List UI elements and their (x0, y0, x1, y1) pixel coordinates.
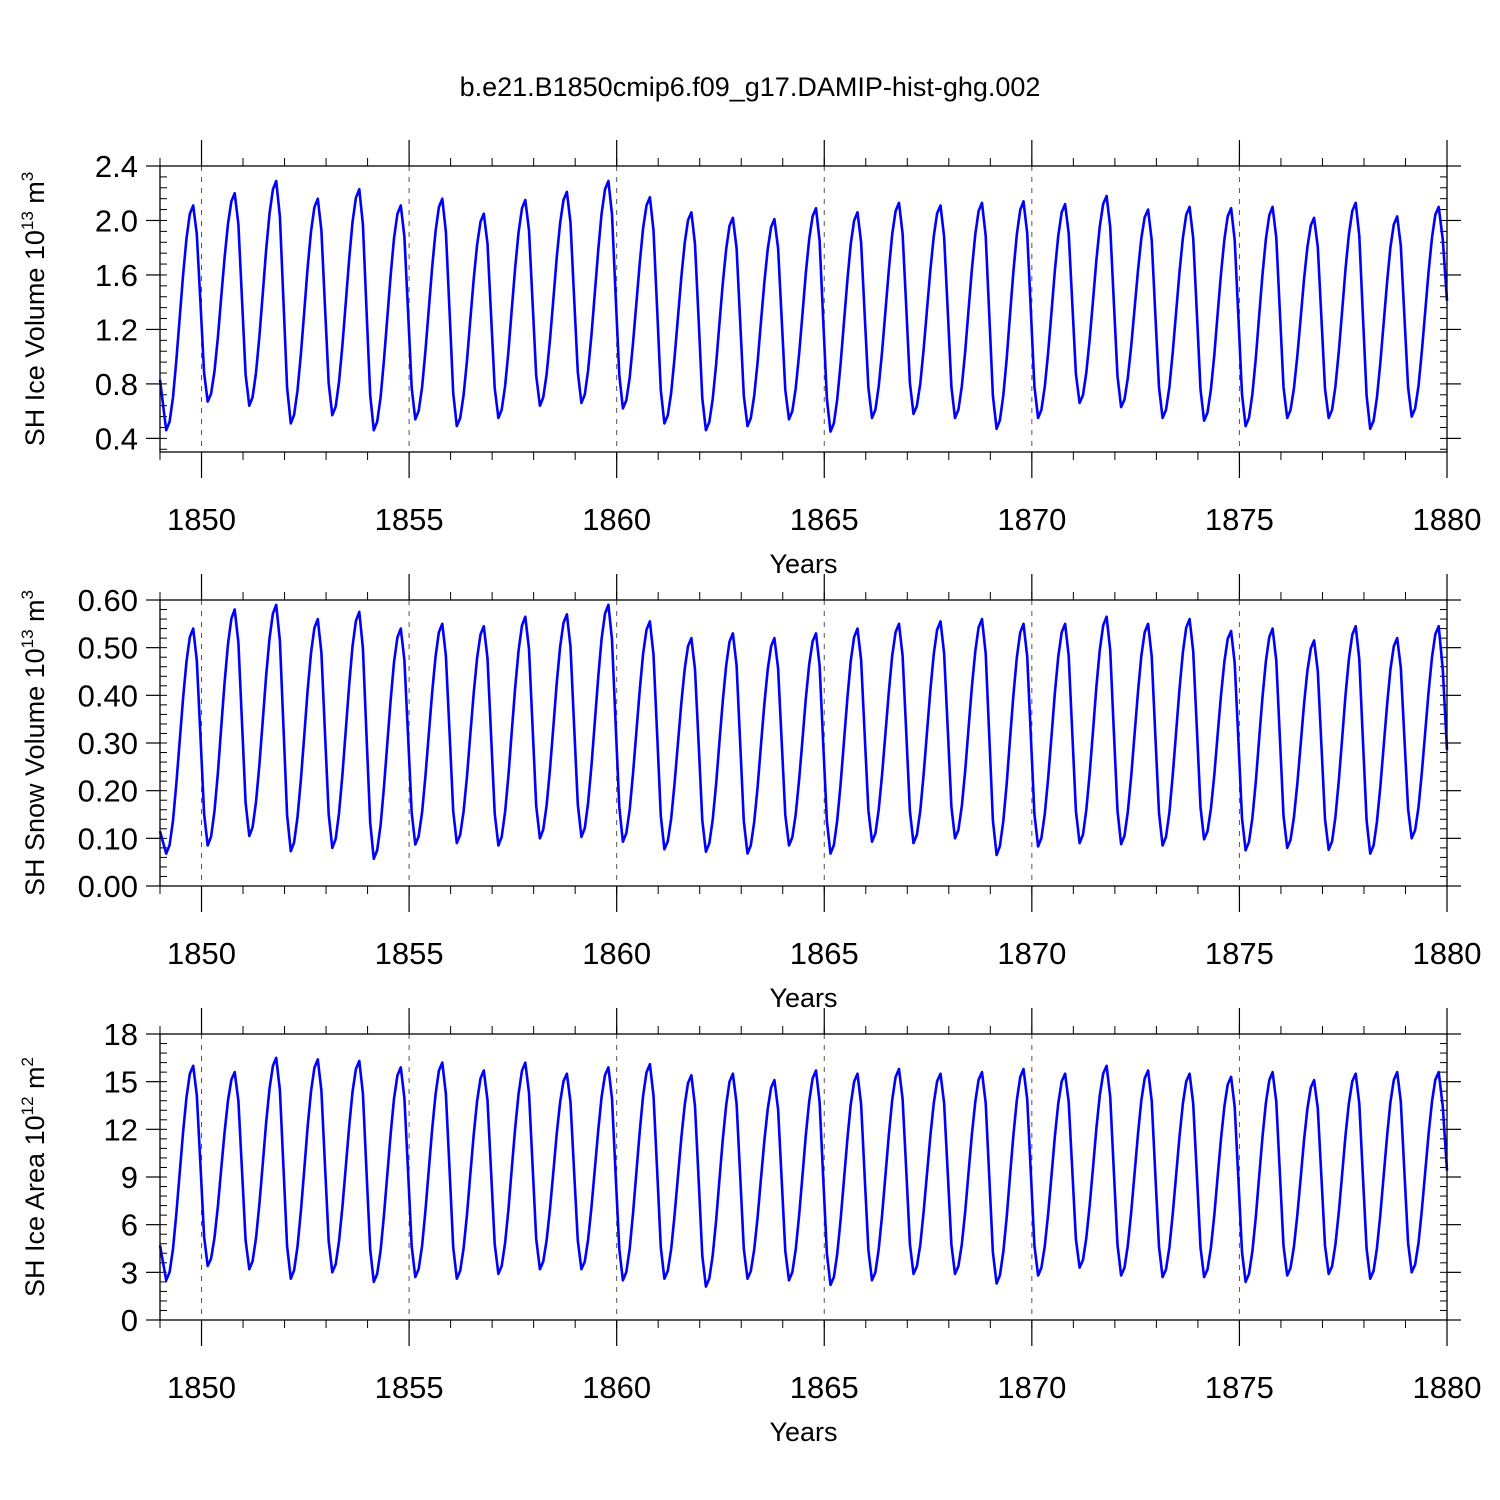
x-tick-label: 1870 (997, 1370, 1066, 1405)
x-tick-label: 1850 (167, 936, 236, 971)
y-tick-label: 2.0 (95, 203, 138, 238)
y-tick-label: 15 (104, 1065, 138, 1100)
x-tick-label: 1850 (167, 502, 236, 537)
y-tick-label: 18 (104, 1017, 138, 1052)
series-line (158, 179, 1449, 433)
x-axis-title: Years (769, 983, 837, 1013)
panel-1: 0.4 0.8 1.2 1.6 2.0 2.4 1850 1855 1860 1865 1870 18… (18, 140, 1481, 579)
x-tick-label: 1870 (997, 936, 1066, 971)
x-tick-label: 1880 (1413, 936, 1482, 971)
plot-frame (159, 1033, 1448, 1321)
x-tick-label: 1880 (1413, 1370, 1482, 1405)
plot-frame (159, 599, 1448, 887)
y-tick-label: 0 (121, 1303, 138, 1338)
y-tick-label: 0.40 (78, 678, 138, 713)
y-tick-label: 0.50 (78, 631, 138, 666)
x-tick-label: 1855 (375, 1370, 444, 1405)
x-tick-label: 1865 (790, 502, 859, 537)
x-tick-label: 1865 (790, 936, 859, 971)
y-tick-label: 0.10 (78, 821, 138, 856)
x-tick-label: 1870 (997, 502, 1066, 537)
panel-3: 0 3 6 9 12 15 18 1850 1855 1860 1865 1870 1875 1880 Ye… (18, 1008, 1481, 1447)
y-tick-label: 0.30 (78, 726, 138, 761)
y-tick-label: 0.60 (78, 583, 138, 618)
x-tick-label: 1880 (1413, 502, 1482, 537)
x-tick-label: 1860 (582, 936, 651, 971)
y-tick-label: 12 (104, 1112, 138, 1147)
x-tick-label: 1855 (375, 502, 444, 537)
series-line (158, 1056, 1449, 1288)
x-tick-label: 1865 (790, 1370, 859, 1405)
x-tick-label: 1875 (1205, 502, 1274, 537)
x-tick-label: 1875 (1205, 936, 1274, 971)
y-tick-label: 3 (121, 1255, 138, 1290)
y-tick-label: 6 (121, 1208, 138, 1243)
y-axis-title: SH Ice Area 1012 m2 (18, 1057, 50, 1297)
y-tick-label: 1.6 (95, 258, 138, 293)
y-axis-title: SH Snow Volume 1013 m3 (18, 590, 50, 896)
panel-2: 0.00 0.10 0.20 0.30 0.40 0.50 0.60 1850 1855 1860… (18, 574, 1481, 1013)
y-tick-label: 2.4 (95, 149, 138, 184)
y-axis-title: SH Ice Volume 1013 m3 (18, 172, 50, 447)
y-tick-label: 0.00 (78, 869, 138, 904)
x-tick-label: 1860 (582, 1370, 651, 1405)
x-tick-label: 1855 (375, 936, 444, 971)
x-axis-title: Years (769, 549, 837, 579)
x-tick-label: 1875 (1205, 1370, 1274, 1405)
plot-frame (159, 165, 1448, 453)
y-tick-label: 0.8 (95, 367, 138, 402)
y-tick-label: 0.4 (95, 421, 138, 456)
y-tick-label: 1.2 (95, 312, 138, 347)
chart-title: b.e21.B1850cmip6.f09_g17.DAMIP-hist-ghg.… (459, 72, 1041, 102)
x-tick-label: 1850 (167, 1370, 236, 1405)
x-tick-label: 1860 (582, 502, 651, 537)
x-axis-title: Years (769, 1417, 837, 1447)
y-tick-label: 0.20 (78, 774, 138, 809)
series-line (158, 603, 1449, 861)
y-tick-label: 9 (121, 1160, 138, 1195)
